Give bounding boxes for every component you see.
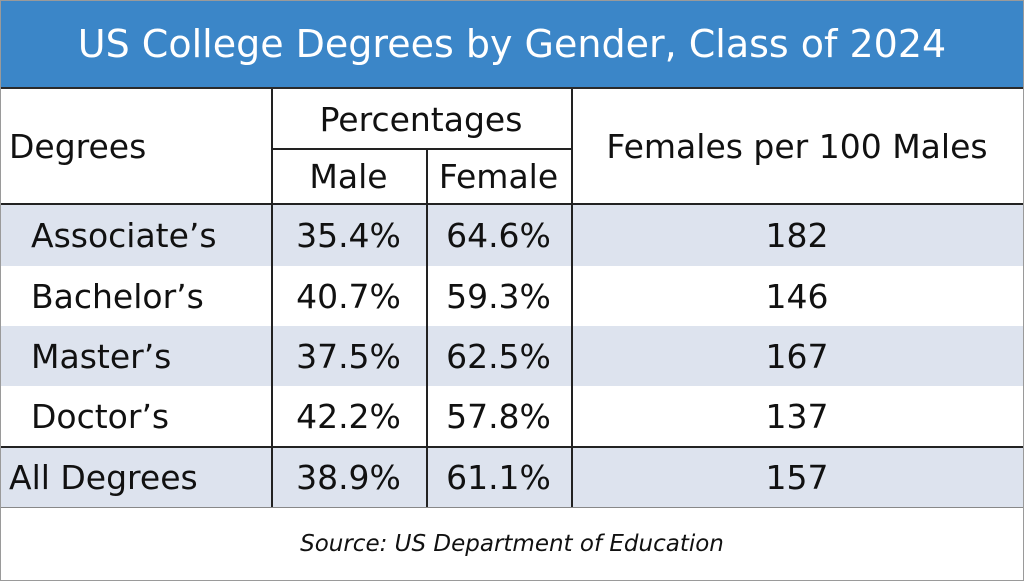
divider [426, 149, 428, 507]
degree-name: Bachelor’s [31, 276, 204, 316]
divider [1, 507, 1023, 508]
female-percent: 62.5% [446, 336, 551, 376]
ratio-value: 157 [765, 457, 829, 497]
ratio-value: 167 [765, 336, 829, 376]
divider [271, 89, 273, 507]
row-background [1, 447, 1023, 507]
male-percent: 42.2% [296, 396, 401, 436]
ratio-value: 146 [765, 276, 829, 316]
degree-name: Doctor’s [31, 396, 170, 436]
female-percent: 59.3% [446, 276, 551, 316]
divider [1, 203, 1023, 205]
header-degrees: Degrees [9, 127, 147, 166]
divider [271, 148, 571, 150]
ratio-value: 182 [765, 215, 829, 255]
source-note: Source: US Department of Education [300, 531, 724, 557]
divider [1, 446, 1023, 448]
row-background [1, 266, 1023, 326]
female-percent: 57.8% [446, 396, 551, 436]
divider [571, 89, 573, 507]
header-female: Female [438, 157, 559, 196]
male-percent: 37.5% [296, 336, 401, 376]
degree-name: All Degrees [9, 457, 198, 497]
female-percent: 64.6% [446, 215, 551, 255]
row-background [1, 386, 1023, 446]
ratio-value: 137 [765, 396, 829, 436]
row-background [1, 326, 1023, 386]
degree-name: Associate’s [31, 215, 217, 255]
table-title: US College Degrees by Gender, Class of 2… [1, 1, 1023, 89]
header-male: Male [309, 157, 388, 196]
male-percent: 40.7% [296, 276, 401, 316]
row-background [1, 204, 1023, 266]
header-ratio: Females per 100 Males [606, 127, 988, 166]
male-percent: 35.4% [296, 215, 401, 255]
male-percent: 38.9% [296, 457, 401, 497]
female-percent: 61.1% [446, 457, 551, 497]
degree-name: Master’s [31, 336, 172, 376]
header-percentages: Percentages [319, 99, 523, 139]
